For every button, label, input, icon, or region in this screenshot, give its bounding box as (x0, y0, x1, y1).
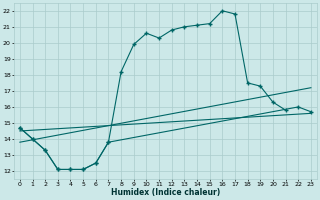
X-axis label: Humidex (Indice chaleur): Humidex (Indice chaleur) (111, 188, 220, 197)
